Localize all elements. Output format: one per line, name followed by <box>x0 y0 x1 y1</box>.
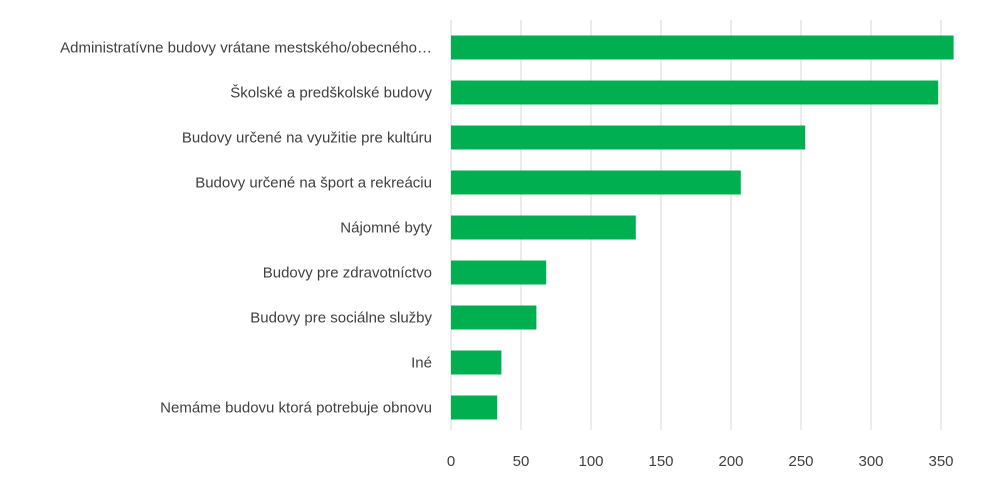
category-label: Budovy určené na využitie pre kultúru <box>182 130 432 147</box>
x-axis-ticks: 0 50 100 150 200 250 300 350 <box>447 453 954 470</box>
x-tick-label: 250 <box>788 453 813 470</box>
category-label: Nájomné byty <box>340 220 432 237</box>
bar <box>451 170 741 195</box>
category-label: Administratívne budovy vrátane mestského… <box>60 40 432 57</box>
category-label: Budovy určené na šport a rekreáciu <box>195 175 432 192</box>
x-tick-label: 350 <box>928 453 953 470</box>
x-tick-label: 100 <box>578 453 603 470</box>
bar <box>451 350 502 375</box>
category-label: Iné <box>411 355 432 372</box>
x-tick-label: 0 <box>447 453 455 470</box>
bar <box>451 395 498 420</box>
bar <box>451 305 537 330</box>
bar-layer <box>451 35 954 420</box>
x-tick-label: 200 <box>718 453 743 470</box>
bar <box>451 125 806 150</box>
x-tick-label: 300 <box>858 453 883 470</box>
category-labels: Administratívne budovy vrátane mestského… <box>60 40 432 417</box>
bar <box>451 215 636 240</box>
x-tick-label: 150 <box>648 453 673 470</box>
bar <box>451 35 954 60</box>
category-label: Budovy pre sociálne služby <box>250 310 432 327</box>
x-tick-label: 50 <box>513 453 530 470</box>
category-label: Školské a predškolské budovy <box>230 85 432 102</box>
category-label: Nemáme budovu ktorá potrebuje obnovu <box>160 400 432 417</box>
category-label: Budovy pre zdravotníctvo <box>263 265 432 282</box>
bar <box>451 260 547 285</box>
bar <box>451 80 939 105</box>
